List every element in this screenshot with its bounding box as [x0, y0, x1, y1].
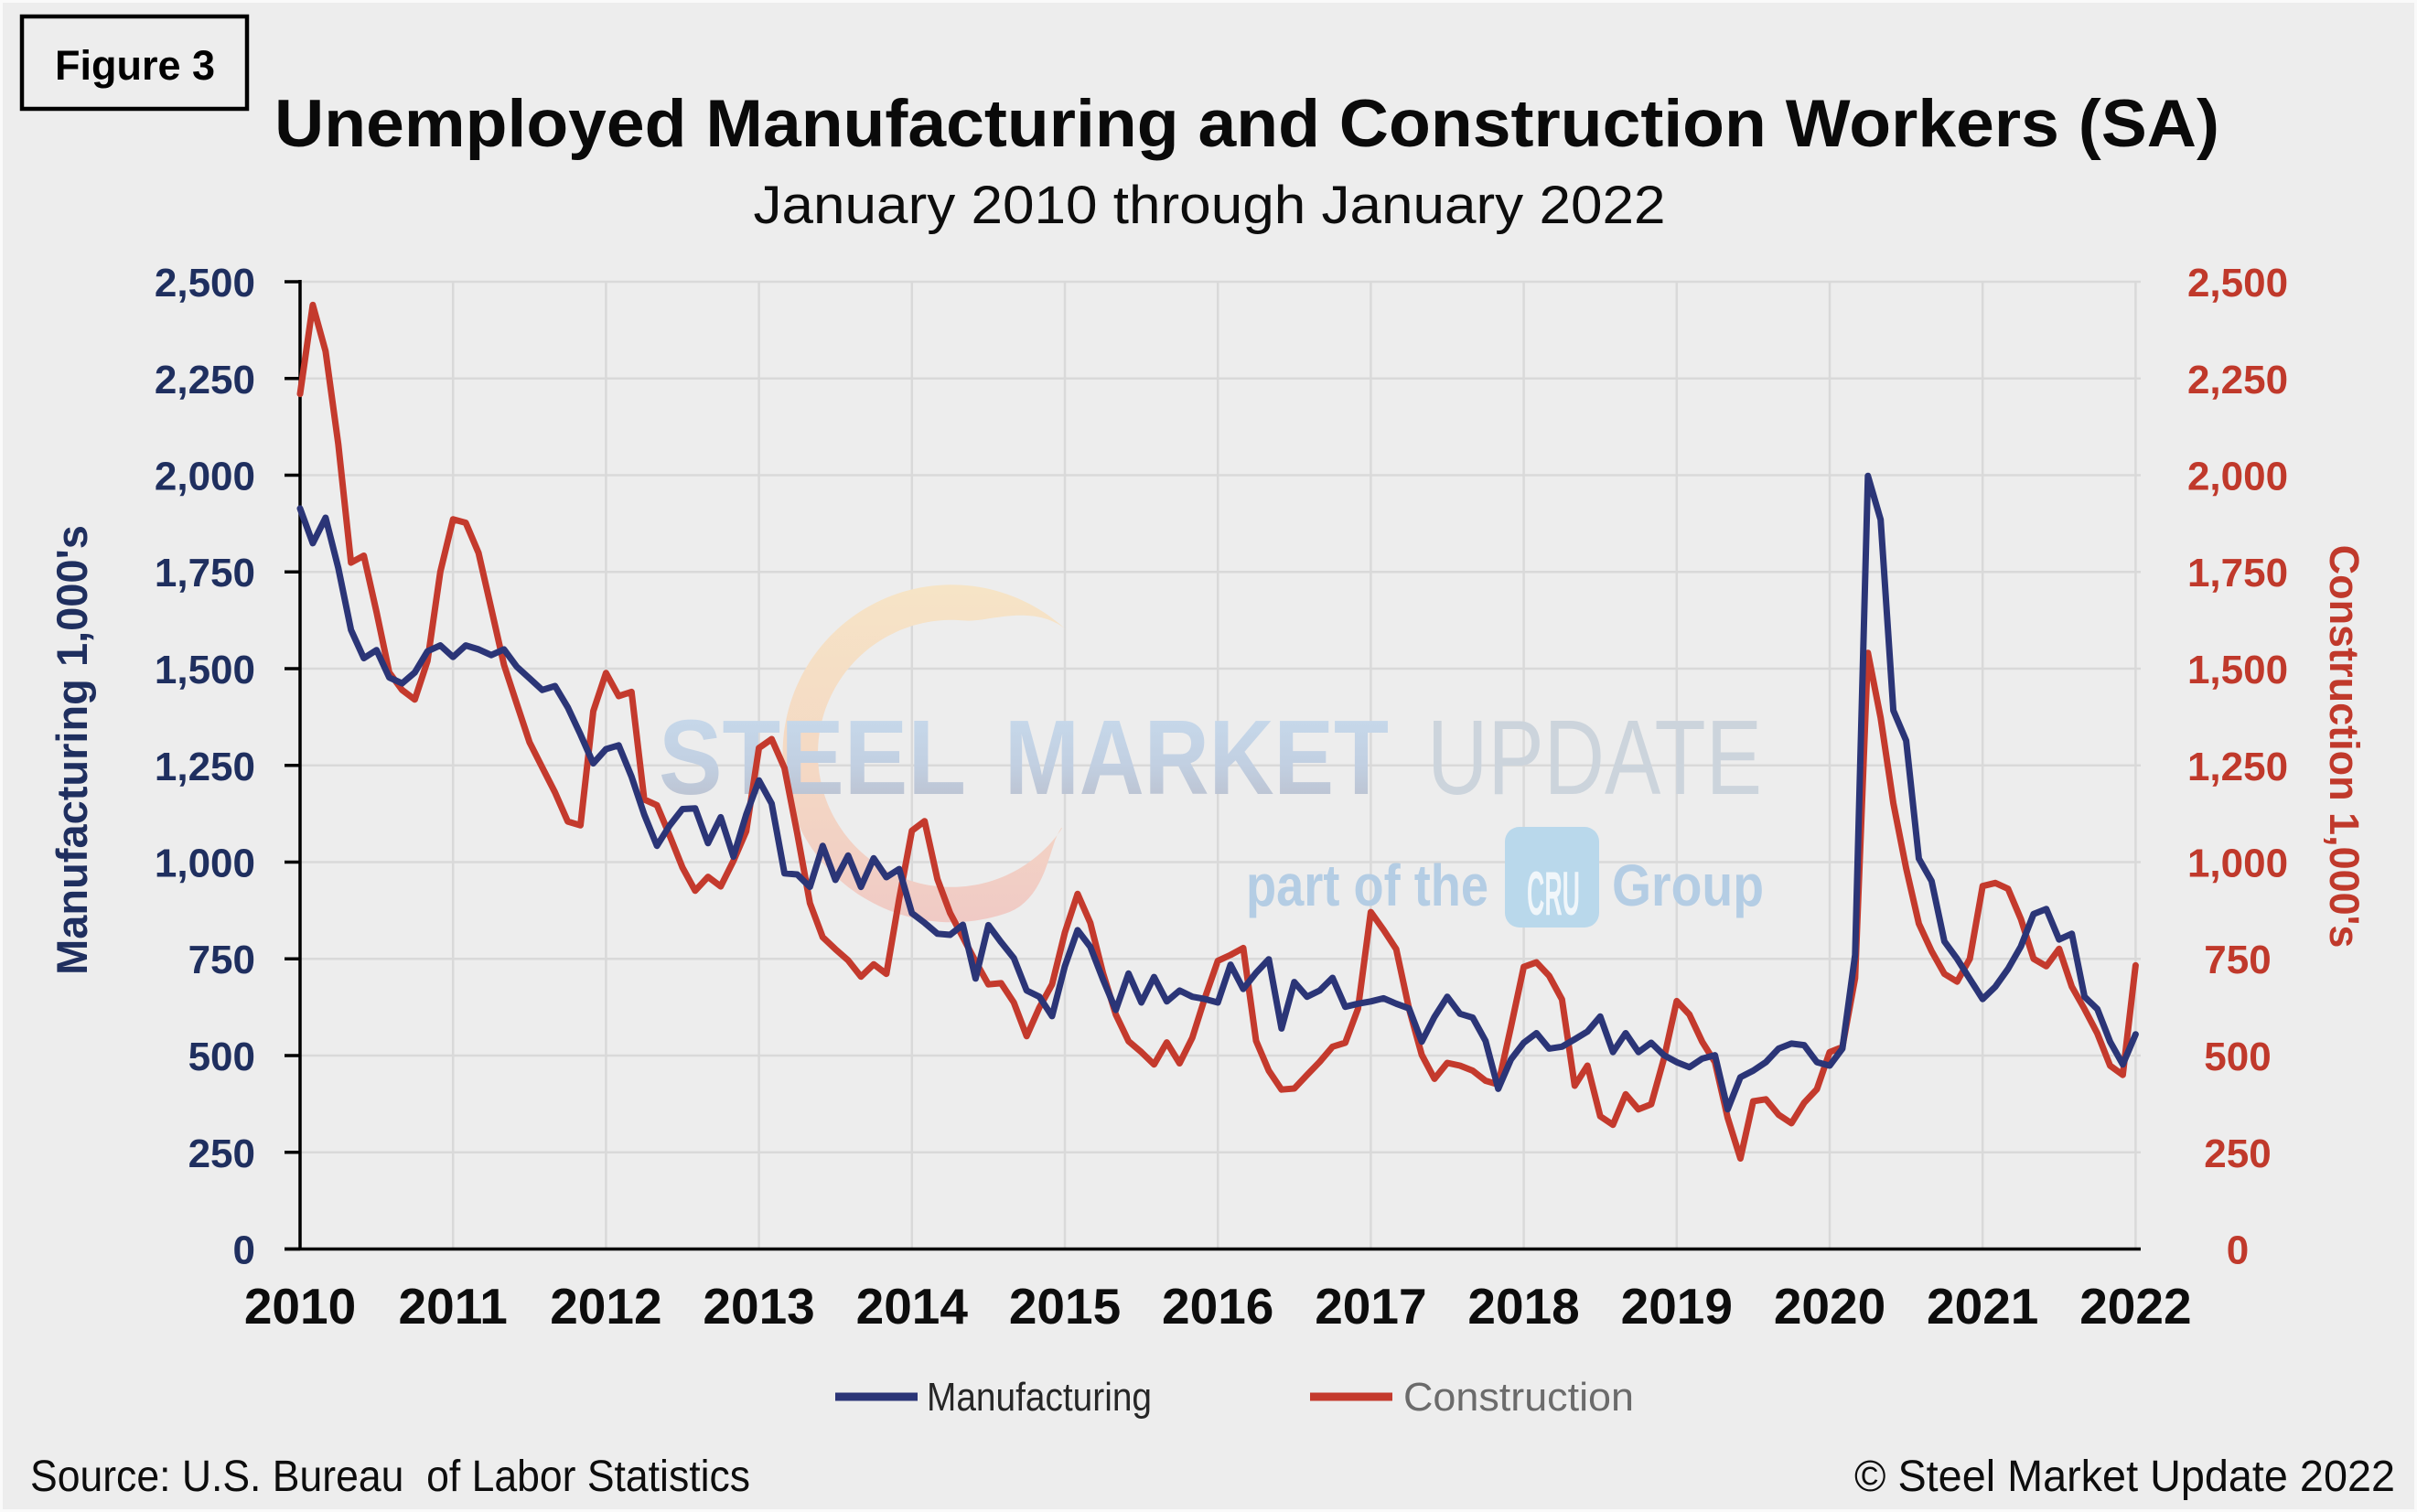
svg-text:2016: 2016: [1162, 1278, 1273, 1335]
svg-text:2,000: 2,000: [155, 455, 255, 499]
svg-text:CRU: CRU: [1527, 859, 1580, 928]
svg-text:1,250: 1,250: [155, 745, 255, 789]
svg-text:2011: 2011: [399, 1278, 508, 1335]
svg-text:2018: 2018: [1467, 1278, 1579, 1335]
svg-text:2,250: 2,250: [2187, 358, 2288, 402]
svg-text:0: 0: [233, 1228, 255, 1273]
svg-text:750: 750: [2204, 938, 2271, 982]
svg-text:January 2010 through January 2: January 2010 through January 2022: [754, 176, 1666, 235]
svg-text:2,500: 2,500: [155, 261, 255, 306]
svg-text:1,000: 1,000: [155, 842, 255, 886]
svg-text:2,500: 2,500: [2187, 261, 2288, 306]
svg-text:MARKET: MARKET: [1004, 698, 1389, 817]
svg-text:Manufacturing: Manufacturing: [927, 1375, 1152, 1420]
svg-text:Construction: Construction: [1403, 1375, 1634, 1420]
svg-text:2013: 2013: [703, 1278, 814, 1335]
svg-text:500: 500: [188, 1035, 255, 1079]
svg-text:1,250: 1,250: [2187, 745, 2288, 789]
svg-text:part of the: part of the: [1246, 853, 1488, 918]
svg-text:© Steel Market Update 2022: © Steel Market Update 2022: [1854, 1453, 2395, 1501]
svg-text:2,000: 2,000: [2187, 455, 2288, 499]
svg-text:750: 750: [188, 938, 255, 982]
svg-text:Construction 1,000's: Construction 1,000's: [2321, 545, 2368, 949]
svg-text:1,750: 1,750: [2187, 551, 2288, 595]
svg-text:500: 500: [2204, 1035, 2271, 1079]
svg-text:2015: 2015: [1009, 1278, 1121, 1335]
svg-text:2,250: 2,250: [155, 358, 255, 402]
svg-text:2012: 2012: [550, 1278, 661, 1335]
svg-text:1,500: 1,500: [2187, 648, 2288, 692]
svg-text:2021: 2021: [1927, 1278, 2038, 1335]
svg-text:Source: U.S. Bureau of Labor: Source: U.S. Bureau of Labor Statistics: [30, 1453, 750, 1501]
svg-text:2010: 2010: [244, 1278, 356, 1335]
svg-text:2014: 2014: [856, 1278, 969, 1335]
svg-text:2017: 2017: [1315, 1278, 1426, 1335]
svg-text:2022: 2022: [2079, 1278, 2191, 1335]
svg-text:250: 250: [188, 1131, 255, 1176]
svg-text:UPDATE: UPDATE: [1427, 698, 1762, 817]
svg-text:STEEL: STEEL: [659, 698, 966, 817]
svg-text:Unemployed Manufacturing and C: Unemployed Manufacturing and Constructio…: [274, 87, 2219, 161]
svg-text:250: 250: [2204, 1131, 2271, 1176]
svg-text:1,750: 1,750: [155, 551, 255, 595]
svg-text:Group: Group: [1612, 853, 1764, 918]
svg-text:0: 0: [2227, 1228, 2249, 1273]
svg-text:2019: 2019: [1621, 1278, 1733, 1335]
svg-text:2020: 2020: [1774, 1278, 1885, 1335]
svg-text:Manufacturing 1,000's: Manufacturing 1,000's: [48, 525, 96, 975]
svg-text:1,500: 1,500: [155, 648, 255, 692]
svg-text:1,000: 1,000: [2187, 842, 2288, 886]
svg-text:Figure 3: Figure 3: [55, 42, 215, 89]
